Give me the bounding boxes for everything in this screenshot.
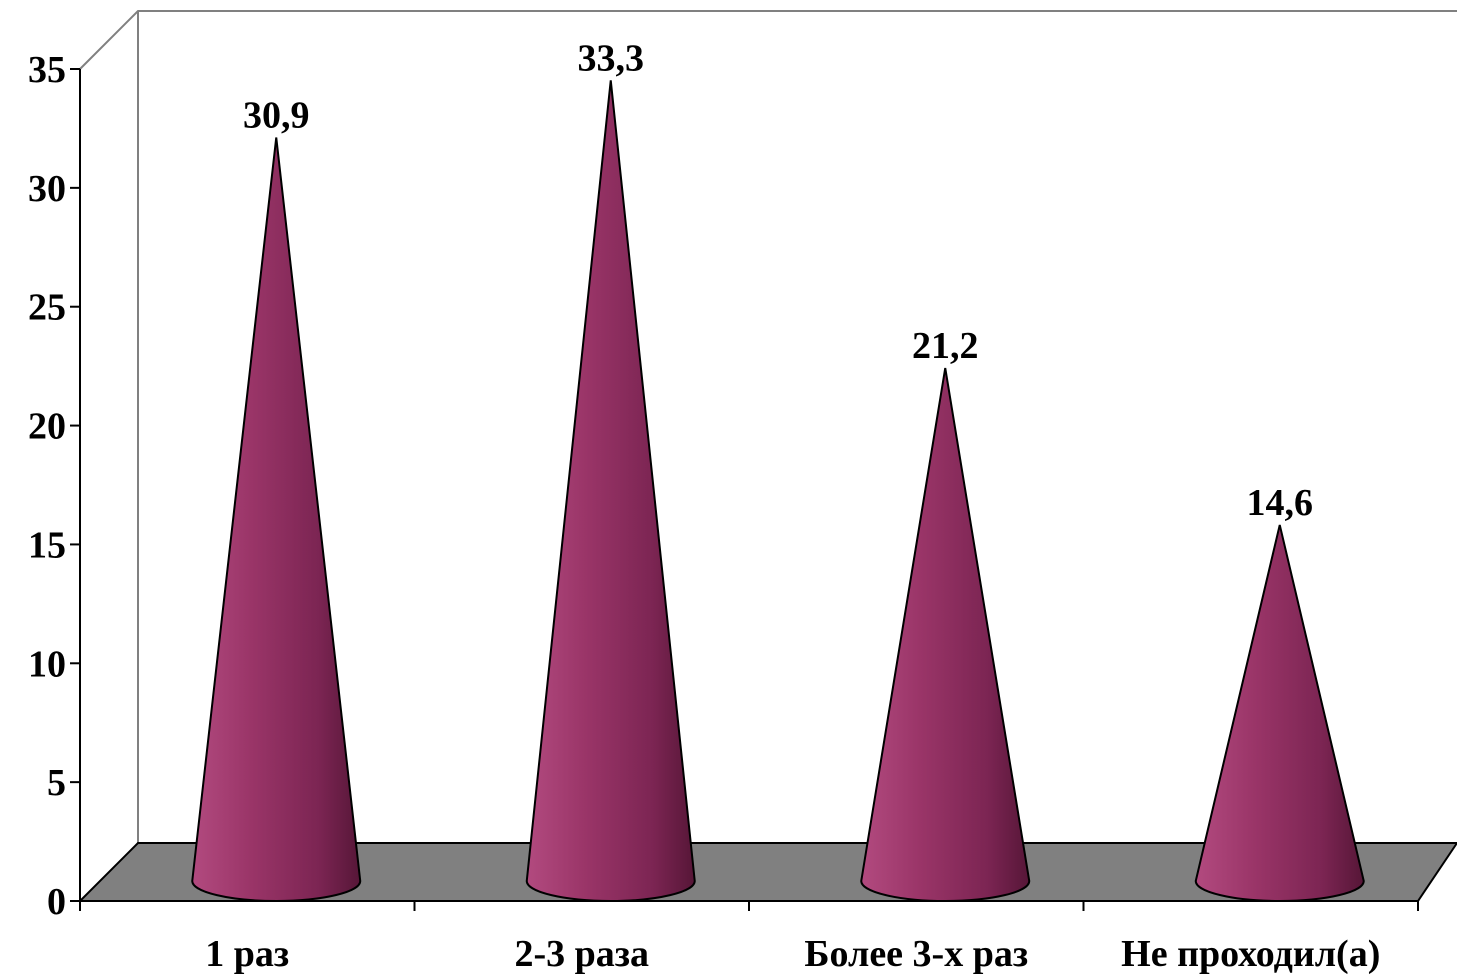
category-label: Не проходил(а) — [1121, 933, 1380, 975]
category-label: Более 3-х раз — [804, 933, 1028, 975]
back-wall-outline — [79, 10, 1457, 70]
cone-bar — [525, 80, 696, 902]
y-tick-label: 15 — [28, 524, 66, 566]
y-tick-label: 5 — [47, 762, 66, 804]
cone-bar — [191, 137, 362, 902]
x-axis-ticks — [79, 901, 1419, 911]
y-tick-label: 30 — [28, 168, 66, 210]
cone-series — [191, 80, 1365, 902]
category-label: 2-3 раза — [514, 933, 649, 975]
category-labels: 1 раз 2-3 раза Более 3-х раз Не проходил(а) — [205, 933, 1380, 975]
category-label: 1 раз — [205, 933, 289, 975]
data-label: 21,2 — [912, 325, 979, 367]
data-label: 30,9 — [243, 94, 310, 136]
y-tick-label: 20 — [28, 406, 66, 448]
y-tick-label: 25 — [28, 287, 66, 329]
y-tick-label: 10 — [28, 643, 66, 685]
cone-bar — [1194, 524, 1365, 902]
y-tick-label: 0 — [47, 881, 66, 923]
y-axis-ticks: 0 5 10 15 20 25 30 35 — [28, 49, 80, 923]
data-label: 33,3 — [578, 37, 645, 79]
data-labels: 30,9 33,3 21,2 14,6 — [243, 37, 1313, 524]
cone-bar — [860, 367, 1031, 902]
y-tick-label: 35 — [28, 49, 66, 91]
data-label: 14,6 — [1247, 482, 1314, 524]
